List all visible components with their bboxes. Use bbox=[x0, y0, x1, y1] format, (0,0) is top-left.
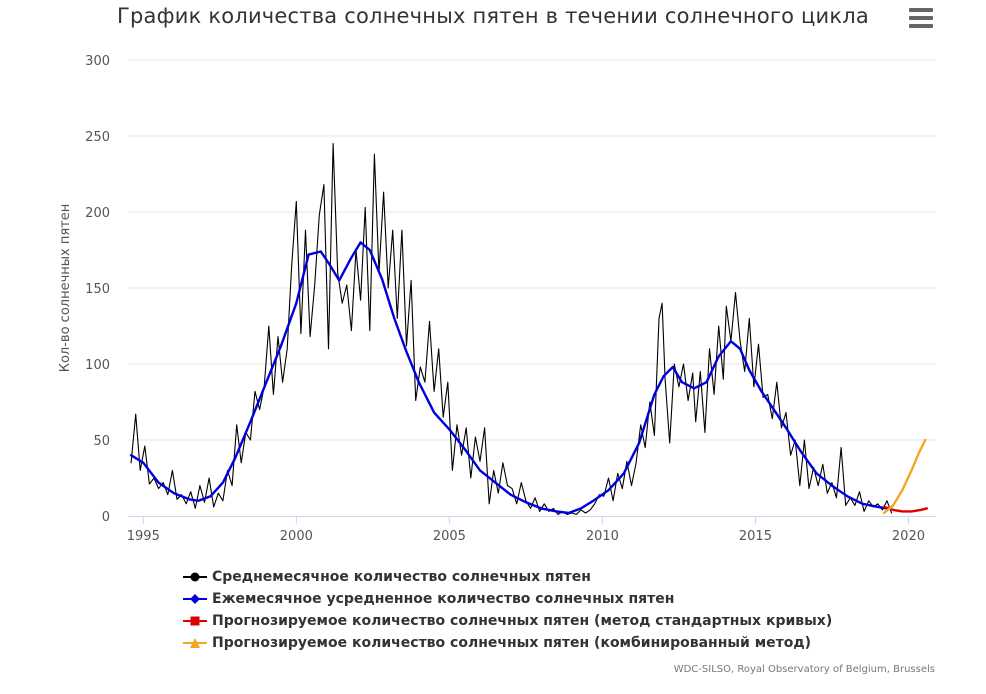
series-line-1 bbox=[129, 241, 889, 515]
menu-bar bbox=[909, 8, 933, 12]
legend-item-forecast-standard[interactable]: Прогнозируемое количество солнечных пяте… bbox=[183, 610, 832, 632]
y-tick-label: 50 bbox=[93, 434, 110, 449]
series-lines bbox=[129, 143, 928, 516]
y-tick-label: 250 bbox=[85, 130, 110, 145]
menu-bar bbox=[909, 16, 933, 20]
y-tick-label: 100 bbox=[85, 358, 110, 373]
sunspot-chart: 0 50 100 150 200 250 300 1995 2000 2005 2010 2015 20… bbox=[58, 54, 936, 544]
x-tick-label: 2000 bbox=[280, 529, 313, 544]
chart-credits[interactable]: WDC-SILSO, Royal Observatory of Belgium,… bbox=[673, 664, 935, 675]
legend-label-smoothed: Ежемесячное усредненное количество солне… bbox=[212, 591, 675, 607]
grid-lines bbox=[128, 59, 936, 441]
legend-item-forecast-combined[interactable]: Прогнозируемое количество солнечных пяте… bbox=[183, 632, 832, 654]
legend-smoothed-symbol bbox=[183, 594, 207, 604]
axis-labels: 0 50 100 150 200 250 300 1995 2000 2005 2010 2015 20… bbox=[58, 54, 925, 544]
chart-title: График количества солнечных пятен в тече… bbox=[117, 4, 869, 28]
x-tick-label: 2005 bbox=[433, 529, 466, 544]
series-line-2 bbox=[882, 505, 928, 513]
hamburger-menu-icon[interactable] bbox=[906, 8, 936, 32]
x-tick-label: 2010 bbox=[586, 529, 619, 544]
legend-item-monthly[interactable]: Среднемесячное количество солнечных пяте… bbox=[183, 566, 832, 588]
legend-label-forecast-combined: Прогнозируемое количество солнечных пяте… bbox=[212, 635, 812, 651]
legend-item-smoothed[interactable]: Ежемесячное усредненное количество солне… bbox=[183, 588, 832, 610]
series-line-0 bbox=[130, 143, 893, 516]
legend-monthly-symbol bbox=[183, 572, 207, 582]
y-tick-label: 0 bbox=[102, 510, 110, 525]
y-tick-label: 200 bbox=[85, 206, 110, 221]
legend-label-monthly: Среднемесячное количество солнечных пяте… bbox=[212, 569, 591, 585]
y-tick-label: 150 bbox=[85, 282, 110, 297]
y-tick-label: 300 bbox=[85, 54, 110, 69]
x-tick-label: 2020 bbox=[892, 529, 925, 544]
y-axis-title: Кол-во солнечных пятен bbox=[58, 204, 73, 373]
x-tick-label: 1995 bbox=[127, 529, 160, 544]
x-tick-label: 2015 bbox=[739, 529, 772, 544]
legend-label-forecast-standard: Прогнозируемое количество солнечных пяте… bbox=[212, 613, 833, 629]
legend-forecast-combined-symbol bbox=[183, 638, 207, 648]
series-line-3 bbox=[882, 438, 927, 515]
axes bbox=[128, 516, 936, 524]
chart-legend: Среднемесячное количество солнечных пяте… bbox=[183, 566, 832, 654]
menu-bar bbox=[909, 24, 933, 28]
legend-forecast-standard-symbol bbox=[183, 616, 207, 626]
